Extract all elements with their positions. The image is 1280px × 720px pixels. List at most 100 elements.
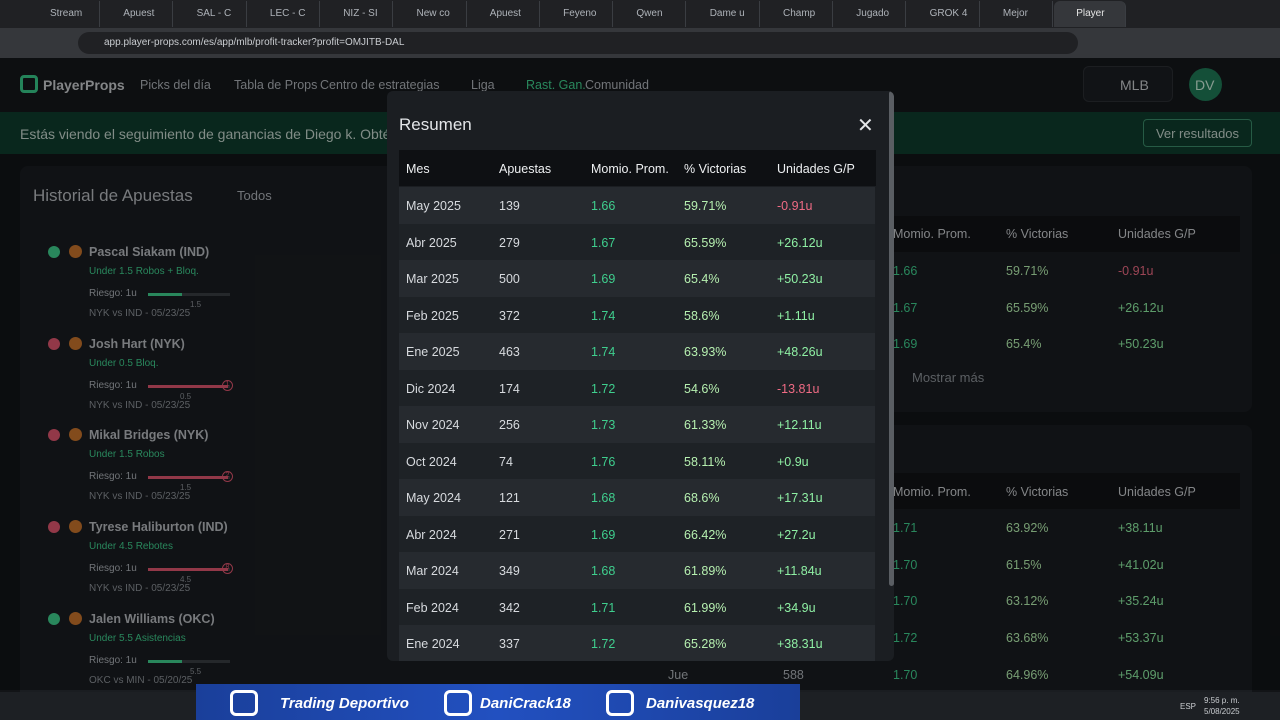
player[interactable]: Jalen Williams (OKC) [89,611,215,626]
tab[interactable]: Player [1054,1,1127,27]
tab[interactable]: SAL - C [175,1,247,27]
cell: 256 [499,418,520,432]
cell: +17.31u [777,491,823,505]
show-more[interactable]: Mostrar más [912,370,985,385]
tab[interactable]: NIZ - SI [321,1,394,27]
cell: 58.11% [684,454,726,469]
tab[interactable]: Feyeno [541,1,614,27]
tab[interactable]: Dame u [688,1,760,27]
lang: ESP [1180,702,1197,711]
time: 9:56 p. m. [1204,696,1240,705]
tab[interactable]: Qwen [614,1,687,27]
cell: 63.12% [1006,594,1049,609]
banner-text: Estás viendo el seguimiento de ganancias… [20,126,399,142]
cell: Abr 2024 [406,527,457,542]
avatar[interactable] [1189,68,1222,101]
tab[interactable]: Jugado [834,1,907,27]
cell: +1.11u [777,308,815,323]
cell: 1.74 [591,308,616,323]
player[interactable]: Pascal Siakam (IND) [89,245,210,259]
table-row: Abr 2024 271 1.69 66.42% +27.2u [399,515,875,552]
social-handle: Trading Deportivo [280,695,409,712]
line: 0.5 [180,391,192,401]
tab[interactable]: New co [395,1,467,27]
ball-icon [69,428,82,442]
market: Under 0.5 Bloq. [89,357,159,369]
banner-button[interactable]: Ver resultados [1143,119,1252,147]
cell: Jue [668,668,689,682]
stream-overlay [196,684,800,720]
risk: Riesgo: 1u [89,379,137,391]
cell: +11.84u [777,564,822,578]
cell: 61.33% [684,418,727,432]
cell: 463 [499,345,520,359]
ball-icon [69,336,82,350]
nav-item[interactable]: Rast. Gan. [526,78,586,92]
player[interactable]: Mikal Bridges (NYK) [89,428,209,443]
cell: 63.93% [684,345,727,359]
line: 5.5 [190,666,202,676]
nav-item[interactable]: Liga [471,78,495,92]
cell: +53.37u [1118,631,1164,646]
tab[interactable]: GROK 4 [908,1,980,27]
market: Under 1.5 Robos [89,449,165,461]
cell: 1.69 [591,272,616,286]
tab[interactable]: LEC - C [248,1,320,27]
cell: 279 [499,235,520,250]
cell: 1.72 [591,637,616,651]
cell: 174 [499,381,520,396]
cell: 63.92% [1006,521,1049,535]
nav-item[interactable]: Picks del día [140,78,211,92]
filter[interactable]: Todos [237,188,272,203]
slider-fill [148,384,228,388]
brand[interactable]: PlayerProps [43,77,125,93]
cell: 54.6% [684,381,720,396]
cell: 65.28% [684,637,727,651]
cell: +48.26u [777,345,823,359]
column-header: Unidades G/P [1118,485,1196,499]
table-row: Feb 2025 372 1.74 58.6% +1.11u [399,296,875,333]
tab[interactable]: Stream [28,1,100,27]
risk: Riesgo: 1u [89,471,137,483]
history-title: Historial de Apuestas [33,186,193,205]
player[interactable]: Josh Hart (NYK) [89,336,185,351]
cell: -13.81u [777,381,820,396]
cell: +50.23u [1118,337,1164,352]
status-icon [48,429,60,442]
column-header: Momio. Prom. [893,485,971,499]
cell: 121 [499,491,520,505]
nav-item[interactable]: Tabla de Props [234,78,318,92]
column-header: Momio. Prom. [591,162,669,176]
scrollbar [889,91,894,586]
tab[interactable]: Apuest [101,1,174,27]
column-header: Mes [406,162,430,176]
table-row: Oct 2024 74 1.76 58.11% +0.9u [399,442,875,479]
ball-icon [69,245,82,258]
player[interactable]: Tyrese Haliburton (IND) [89,520,228,535]
status-icon [48,612,60,625]
tab[interactable]: Mejor [981,1,1053,27]
league-select[interactable] [1083,66,1173,102]
nav-item[interactable]: Comunidad [585,78,649,92]
risk: Riesgo: 1u [89,563,137,575]
column-header: % Victorias [1006,485,1069,499]
cell: Ene 2024 [406,637,460,651]
social-icon [606,690,634,716]
table-row: Abr 2025 279 1.67 65.59% +26.12u [399,223,875,260]
column-header: Momio. Prom. [893,227,971,241]
cell: 1.73 [591,418,616,432]
cell: Nov 2024 [406,418,460,432]
tab[interactable]: Champ [761,1,833,27]
cell: +38.31u [777,637,823,651]
slider [148,659,230,663]
cell: Oct 2024 [406,454,457,469]
social-handle: DaniCrack18 [480,695,571,712]
tab[interactable]: Apuest [468,1,540,27]
close-button[interactable]: ✕ [857,115,874,137]
cell: 1.67 [893,300,918,315]
logo [20,75,38,93]
url-field[interactable] [78,32,1078,54]
cell: 65.4% [684,272,720,286]
nav-item[interactable]: Centro de estrategias [320,78,440,92]
cell: 1.70 [893,667,918,682]
